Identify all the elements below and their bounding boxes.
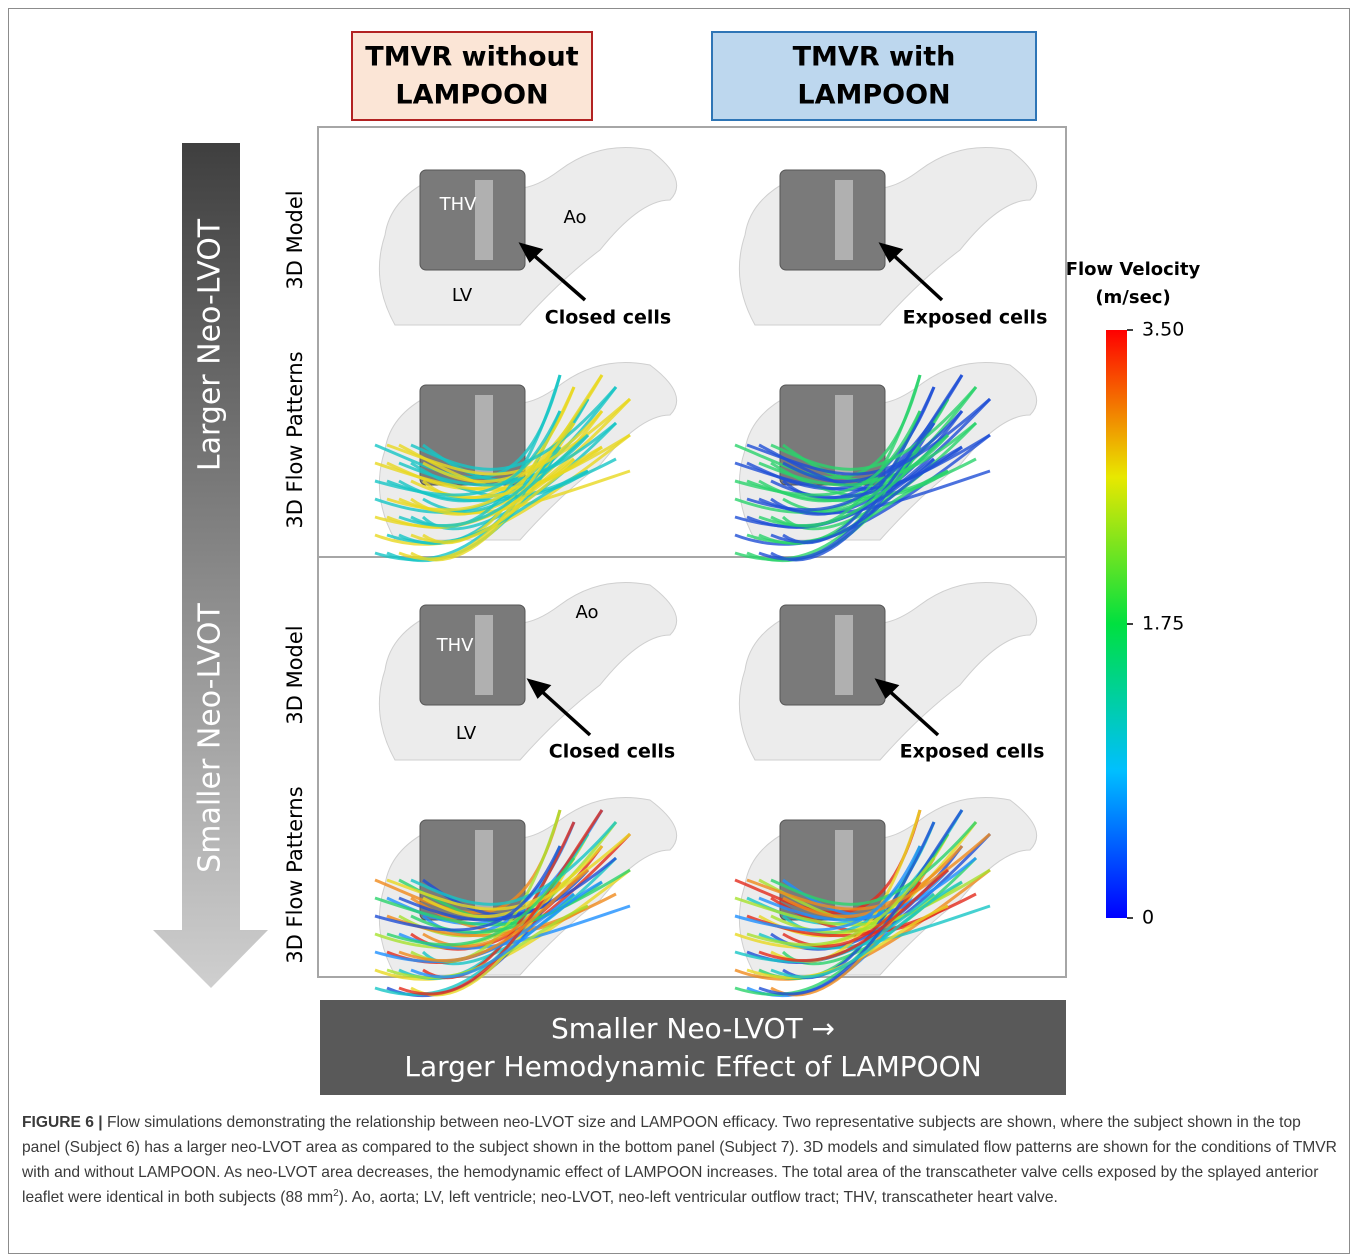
colorbar-title: (m/sec) [1095, 287, 1170, 308]
annotation: THV [436, 635, 475, 656]
annotation: Ao [575, 602, 598, 623]
page: {"figure": { "columns": [ {"lines": ["TM… [0, 0, 1360, 1259]
valve-highlight [835, 615, 853, 695]
quadrant [379, 583, 676, 761]
valve [420, 170, 525, 270]
valve-highlight [475, 830, 493, 910]
annotation: THV [439, 194, 478, 215]
row-label: 3D Flow Patterns [283, 786, 307, 963]
banner-text: Smaller Neo-LVOT → [551, 1012, 835, 1045]
annotation: Closed cells [545, 307, 671, 329]
colorbar-tick-label: 3.50 [1142, 319, 1184, 341]
caption: FIGURE 6 | Flow simulations demonstratin… [22, 1110, 1340, 1210]
row-label: 3D Model [283, 190, 307, 289]
quadrant [735, 363, 1037, 561]
annotation: LV [452, 285, 473, 306]
header-text: TMVR without [365, 42, 578, 73]
header-text: TMVR with [793, 42, 956, 73]
caption-text: ). Ao, aorta; LV, left ventricle; neo-LV… [339, 1189, 1058, 1206]
annotation: Exposed cells [903, 307, 1048, 329]
figure: TMVR without LAMPOON TMVR with LAMPOON L… [0, 0, 1360, 1100]
arrow-label: Larger Neo-LVOT [193, 218, 228, 471]
colorbar-tick-label: 1.75 [1142, 613, 1184, 635]
valve-highlight [475, 180, 493, 260]
row-label: 3D Flow Patterns [283, 351, 307, 528]
banner-text: Larger Hemodynamic Effect of LAMPOON [404, 1050, 981, 1083]
annotation: Ao [563, 207, 586, 228]
quadrant [375, 798, 677, 996]
header-text: LAMPOON [395, 80, 548, 111]
quadrant [739, 148, 1036, 326]
quadrant [375, 363, 677, 561]
annotation: LV [456, 723, 477, 744]
valve-highlight [835, 395, 853, 475]
valve [780, 605, 885, 705]
header-text: LAMPOON [797, 80, 950, 111]
valve-highlight [475, 395, 493, 475]
colorbar-title: Flow Velocity [1066, 259, 1201, 280]
annotation: Exposed cells [900, 741, 1045, 763]
colorbar [1106, 330, 1127, 918]
colorbar-tick-label: 0 [1142, 907, 1154, 929]
colorbar-ticks: 3.50 1.75 0 [1127, 319, 1184, 929]
valve-highlight [835, 180, 853, 260]
quadrant [379, 148, 676, 326]
arrow-label: Smaller Neo-LVOT [193, 603, 228, 873]
valve-highlight [835, 830, 853, 910]
quadrant [735, 798, 1037, 996]
quadrant [739, 583, 1036, 761]
row-label: 3D Model [283, 625, 307, 724]
valve-highlight [475, 615, 493, 695]
caption-label: FIGURE 6 | [22, 1114, 103, 1131]
annotation: Closed cells [549, 741, 675, 763]
valve [780, 170, 885, 270]
